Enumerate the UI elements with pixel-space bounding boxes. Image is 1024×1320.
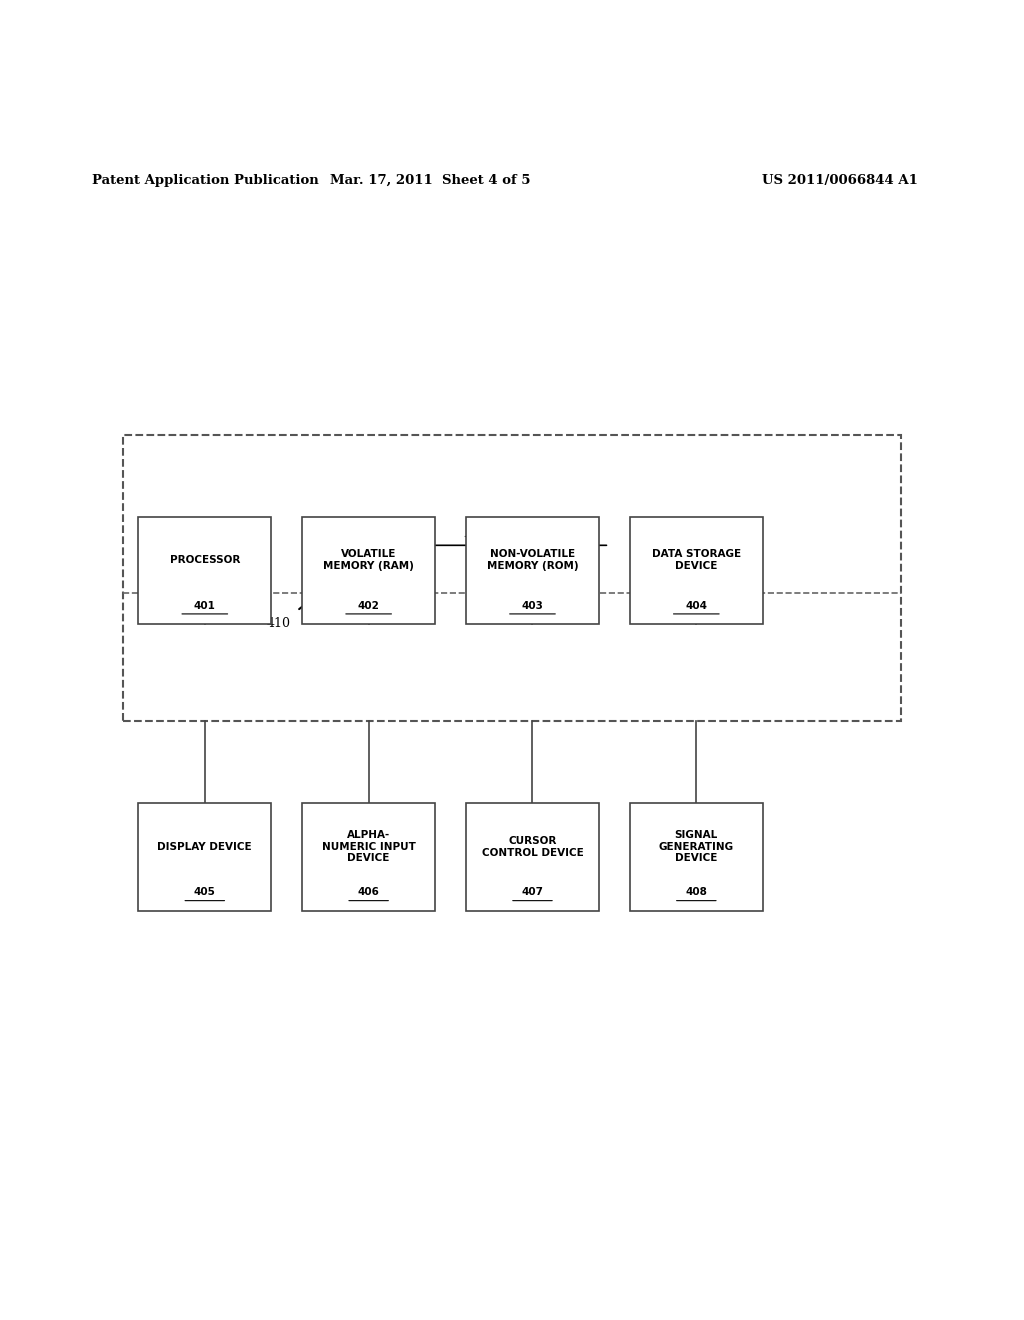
- Text: 407: 407: [521, 887, 544, 898]
- FancyBboxPatch shape: [302, 516, 435, 624]
- FancyBboxPatch shape: [123, 434, 901, 722]
- Text: SIGNAL
GENERATING
DEVICE: SIGNAL GENERATING DEVICE: [658, 830, 734, 863]
- FancyBboxPatch shape: [138, 516, 271, 624]
- FancyBboxPatch shape: [466, 804, 599, 911]
- Text: 406: 406: [357, 887, 380, 898]
- FancyBboxPatch shape: [630, 516, 763, 624]
- Text: 403: 403: [521, 601, 544, 611]
- FancyBboxPatch shape: [466, 516, 599, 624]
- Text: 402: 402: [357, 601, 380, 611]
- Text: PROCESSOR: PROCESSOR: [170, 556, 240, 565]
- Text: 401: 401: [194, 601, 216, 611]
- Text: US 2011/0066844 A1: US 2011/0066844 A1: [762, 174, 918, 187]
- FancyBboxPatch shape: [138, 804, 271, 911]
- Text: VOLATILE
MEMORY (RAM): VOLATILE MEMORY (RAM): [324, 549, 414, 572]
- FancyBboxPatch shape: [302, 804, 435, 911]
- Text: Patent Application Publication: Patent Application Publication: [92, 174, 318, 187]
- Text: 408: 408: [685, 887, 708, 898]
- Text: CURSOR
CONTROL DEVICE: CURSOR CONTROL DEVICE: [481, 836, 584, 858]
- Text: 400: 400: [167, 545, 191, 557]
- Text: 405: 405: [194, 887, 216, 898]
- Text: DISPLAY DEVICE: DISPLAY DEVICE: [158, 842, 252, 851]
- Text: Mar. 17, 2011  Sheet 4 of 5: Mar. 17, 2011 Sheet 4 of 5: [330, 174, 530, 187]
- FancyBboxPatch shape: [630, 804, 763, 911]
- Text: ALPHA-
NUMERIC INPUT
DEVICE: ALPHA- NUMERIC INPUT DEVICE: [322, 830, 416, 863]
- Text: DATA STORAGE
DEVICE: DATA STORAGE DEVICE: [651, 549, 741, 572]
- Text: 404: 404: [685, 601, 708, 611]
- Text: Figure 4: Figure 4: [464, 520, 560, 543]
- Text: 410: 410: [266, 616, 291, 630]
- Text: NON-VOLATILE
MEMORY (ROM): NON-VOLATILE MEMORY (ROM): [486, 549, 579, 572]
